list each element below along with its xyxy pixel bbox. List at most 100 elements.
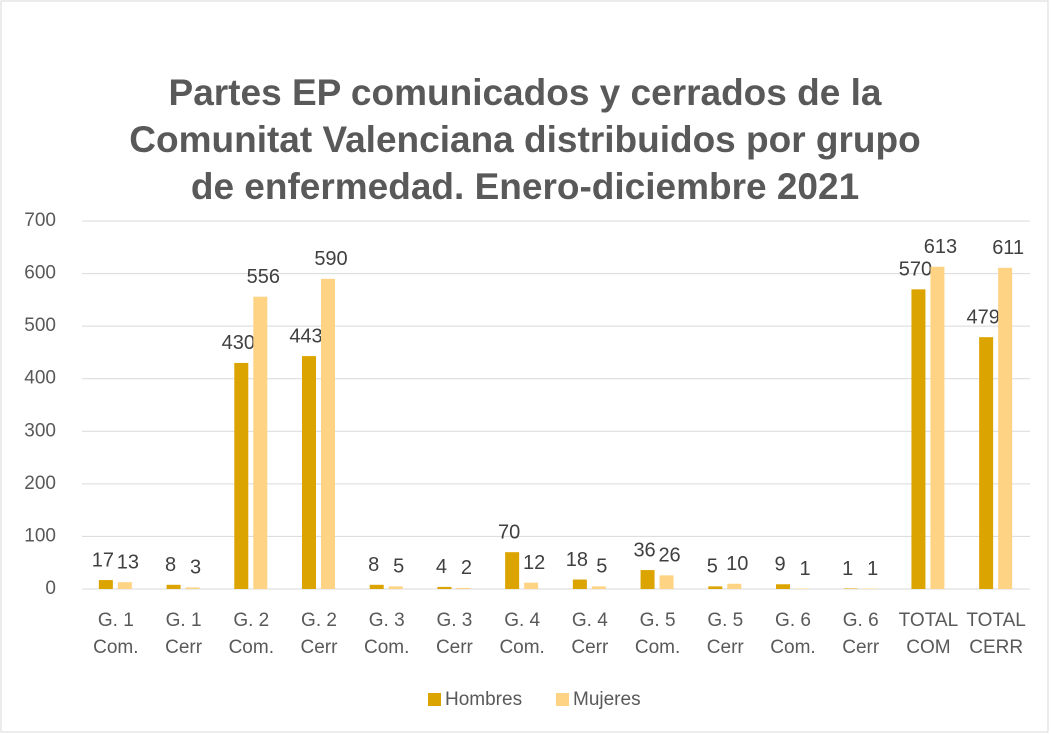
legend-label: Hombres [445, 689, 522, 710]
bar [795, 588, 809, 589]
y-tick-label: 200 [24, 473, 56, 494]
data-label: 4 [436, 556, 447, 578]
data-label: 611 [992, 237, 1024, 259]
bar [117, 582, 132, 589]
y-tick-label: 500 [24, 315, 56, 336]
x-tick-label: Com. [364, 637, 409, 658]
x-tick-label: Com. [635, 637, 680, 658]
bar [456, 587, 471, 589]
data-label: 36 [633, 539, 655, 561]
x-tick-label: Com. [93, 637, 138, 658]
y-tick-label: 400 [24, 368, 56, 389]
x-tick-label: G. 4 [504, 610, 540, 631]
x-tick-label: G. 4 [572, 610, 608, 631]
bar [862, 588, 877, 589]
x-tick-label: Cerr [436, 637, 474, 658]
data-label: 5 [393, 556, 404, 578]
data-label: 9 [774, 554, 785, 576]
bar [776, 584, 790, 589]
data-label: 17 [92, 549, 114, 571]
data-label: 1 [842, 558, 853, 580]
chart-title: de enfermedad. Enero-diciembre 2021 [191, 166, 859, 207]
x-tick-label: G. 1 [98, 610, 134, 631]
bar [659, 575, 674, 589]
x-tick-label: G. 3 [436, 610, 472, 631]
x-tick-label: G. 2 [233, 610, 269, 631]
data-label: 13 [117, 551, 139, 573]
bar [930, 266, 945, 589]
x-tick-label: CERR [969, 637, 1023, 658]
bar [253, 296, 268, 589]
legend-label: Mujeres [573, 689, 641, 710]
bar [572, 579, 587, 589]
x-tick-label: TOTAL [966, 610, 1025, 631]
data-label: 1 [799, 558, 810, 580]
data-label: 12 [523, 552, 545, 574]
y-tick-label: 600 [24, 263, 56, 284]
data-label: 5 [707, 556, 718, 578]
bar [505, 552, 520, 589]
data-label: 443 [289, 325, 322, 347]
x-tick-label: G. 5 [640, 610, 676, 631]
data-label: 5 [596, 556, 607, 578]
legend-swatch [556, 693, 569, 706]
y-tick-label: 700 [24, 210, 56, 231]
bar [708, 586, 723, 589]
x-tick-label: Cerr [842, 637, 880, 658]
data-label: 1 [867, 558, 878, 580]
x-tick-label: Cerr [301, 637, 339, 658]
bar [321, 278, 335, 589]
x-tick-label: G. 5 [707, 610, 743, 631]
x-tick-label: G. 6 [775, 610, 811, 631]
x-tick-label: Cerr [571, 637, 609, 658]
x-tick-label: Com. [229, 637, 274, 658]
bar [911, 289, 926, 589]
bar [591, 586, 606, 589]
bar [524, 582, 539, 589]
x-tick-label: G. 2 [301, 610, 337, 631]
data-label: 570 [899, 259, 932, 281]
x-tick-label: Cerr [707, 637, 745, 658]
bar [979, 337, 994, 589]
bar [998, 267, 1013, 589]
data-label: 26 [658, 545, 680, 567]
x-tick-label: G. 6 [843, 610, 879, 631]
data-label: 556 [247, 266, 280, 288]
data-label: 18 [566, 549, 588, 571]
bar [640, 570, 655, 589]
data-label: 2 [461, 557, 472, 579]
chart-title: Comunitat Valenciana distribuidos por gr… [129, 119, 920, 160]
x-tick-label: Com. [499, 637, 544, 658]
x-tick-label: COM [906, 637, 950, 658]
x-tick-label: G. 1 [166, 610, 202, 631]
data-label: 8 [368, 554, 379, 576]
legend-swatch [428, 693, 441, 706]
bar [185, 587, 200, 589]
x-tick-label: G. 3 [369, 610, 405, 631]
bar [437, 586, 452, 589]
bar [727, 583, 742, 589]
data-label: 613 [924, 236, 957, 258]
data-label: 479 [966, 306, 999, 328]
bar [369, 584, 384, 589]
data-label: 70 [498, 521, 520, 543]
y-tick-label: 0 [45, 578, 56, 599]
bar [98, 580, 113, 589]
data-label: 8 [165, 554, 176, 576]
x-tick-label: Com. [770, 637, 815, 658]
x-tick-label: Cerr [165, 637, 203, 658]
bar [166, 584, 181, 589]
data-label: 430 [222, 332, 255, 354]
y-tick-label: 100 [24, 525, 56, 546]
bar [843, 588, 858, 589]
chart-title: Partes EP comunicados y cerrados de la [169, 72, 882, 113]
x-tick-label: TOTAL [899, 610, 958, 631]
data-label: 10 [726, 553, 748, 575]
data-label: 3 [190, 557, 201, 579]
y-tick-label: 300 [24, 420, 56, 441]
bar [388, 586, 403, 589]
bar [234, 362, 249, 589]
bar [302, 356, 316, 589]
